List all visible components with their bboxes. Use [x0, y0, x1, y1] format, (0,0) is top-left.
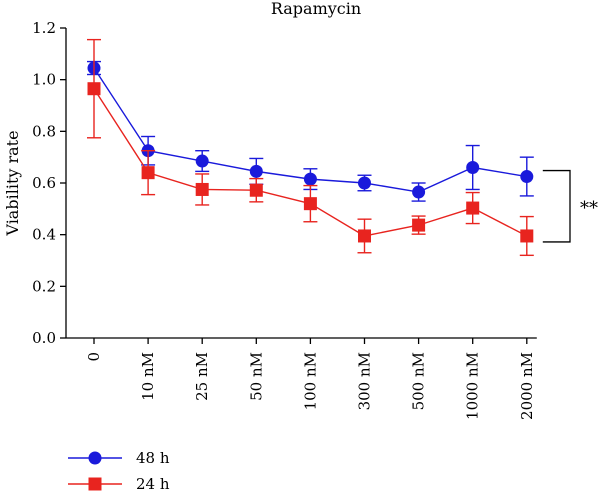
legend-item: 48 h: [68, 449, 170, 467]
x-tick-label: 300 nM: [356, 352, 374, 410]
x-tick-label: 500 nM: [410, 352, 428, 410]
data-point-circle: [412, 185, 426, 199]
x-tick-label: 25 nM: [193, 352, 211, 401]
y-tick-label: 1.0: [32, 71, 56, 89]
legend-label: 24 h: [136, 475, 170, 491]
y-axis-label: Viability rate: [3, 130, 22, 236]
data-point-square: [412, 218, 426, 232]
data-point-square: [249, 183, 263, 197]
legend: 48 h 24 h: [68, 449, 170, 491]
significance-bracket: **: [542, 169, 598, 243]
data-point-circle: [520, 170, 534, 184]
legend-marker-square: [88, 477, 102, 491]
legend-label: 48 h: [136, 449, 170, 467]
y-tick-label: 0.0: [32, 329, 56, 347]
y-tick-label: 0.8: [32, 122, 56, 140]
bracket-line: [542, 169, 571, 243]
data-point-square: [466, 201, 480, 215]
series-24-h: [87, 38, 534, 257]
chart-title: Rapamycin: [271, 0, 361, 18]
y-tick-label: 0.6: [32, 174, 56, 192]
data-point-circle: [466, 161, 480, 174]
series-48-h: [87, 60, 534, 202]
data-point-square: [358, 229, 371, 243]
data-point-square: [87, 82, 101, 96]
x-tick-label: 2000 nM: [518, 352, 536, 420]
data-point-circle: [249, 164, 263, 178]
x-tick-label: 1000 nM: [464, 352, 482, 420]
legend-item: 24 h: [68, 475, 170, 491]
data-point-circle: [358, 176, 371, 190]
data-point-circle: [303, 172, 317, 186]
data-point-square: [141, 166, 155, 180]
y-tick-label: 0.4: [32, 226, 56, 244]
data-point-square: [303, 197, 317, 211]
data-point-square: [520, 229, 534, 243]
y-tick-label: 1.2: [32, 19, 56, 37]
legend-marker-circle: [88, 451, 102, 465]
data-point-circle: [195, 154, 209, 168]
x-tick-label: 10 nM: [139, 352, 157, 401]
data-point-square: [195, 182, 209, 196]
y-tick-label: 0.2: [32, 277, 56, 295]
axes: 0.0 0.2 0.4 0.6 0.8 1.0 1.2 0 10 nM 25 nM 50 nM 100…: [32, 19, 537, 420]
significance-label: **: [580, 198, 598, 219]
x-tick-label: 0: [85, 352, 103, 362]
x-tick-label: 100 nM: [301, 352, 319, 410]
series-layer: [87, 38, 534, 257]
x-tick-label: 50 nM: [247, 352, 265, 401]
